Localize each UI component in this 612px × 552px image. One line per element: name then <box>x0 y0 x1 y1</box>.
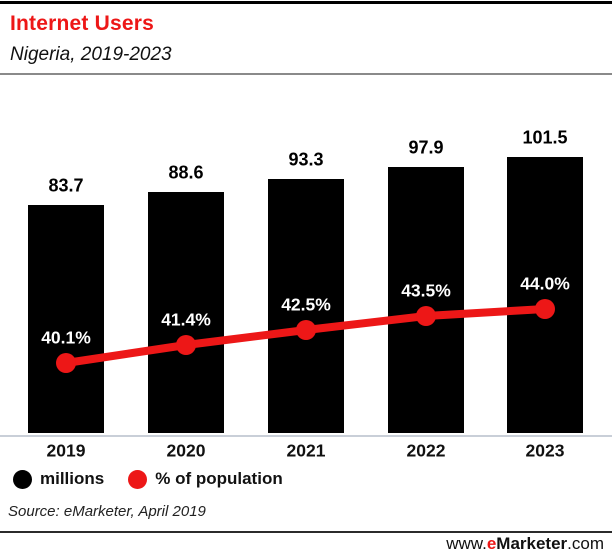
pct-label-2020: 41.4% <box>161 309 211 330</box>
year-label-2021: 2021 <box>286 440 326 461</box>
bar-value-label-2020: 88.6 <box>168 162 204 183</box>
bar-2019 <box>28 205 104 433</box>
x-axis-baseline <box>0 435 612 437</box>
legend-item-millions: millions <box>13 469 104 489</box>
millions-swatch-icon <box>13 469 32 489</box>
pct-label-2022: 43.5% <box>401 280 451 301</box>
pct-label-2021: 42.5% <box>281 294 331 315</box>
bar-2022 <box>388 167 464 433</box>
bar-value-label-2019: 83.7 <box>48 175 84 196</box>
pct-label-2023: 44.0% <box>520 273 570 294</box>
header-divider-rule <box>0 73 612 75</box>
bar-value-label-2022: 97.9 <box>408 137 444 158</box>
url-com: .com <box>567 534 604 552</box>
url-www: www. <box>446 534 487 552</box>
top-border-rule <box>0 1 612 4</box>
population-swatch-icon <box>128 469 148 489</box>
url-marketer: Marketer <box>496 534 568 552</box>
year-label-2020: 2020 <box>166 440 206 461</box>
year-label-2022: 2022 <box>406 440 446 461</box>
website-url: www.eMarketer.com <box>446 534 604 552</box>
year-label-2023: 2023 <box>525 440 565 461</box>
bar-value-label-2023: 101.5 <box>522 127 568 148</box>
legend-item-population: % of population <box>128 469 283 489</box>
url-e-red: e <box>486 534 497 552</box>
bar-value-label-2021: 93.3 <box>288 149 324 170</box>
bar-2023 <box>507 157 583 433</box>
pct-label-2019: 40.1% <box>41 327 91 348</box>
chart-subtitle: Nigeria, 2019-2023 <box>10 44 172 65</box>
legend-label-millions: millions <box>40 469 105 488</box>
chart-title: Internet Users <box>10 12 155 35</box>
source-note: Source: eMarketer, April 2019 <box>8 503 206 520</box>
chart-legend: millions % of population <box>13 469 283 489</box>
year-label-2019: 2019 <box>46 440 86 461</box>
legend-label-population: % of population <box>155 469 283 488</box>
footer-divider-rule <box>0 531 612 533</box>
